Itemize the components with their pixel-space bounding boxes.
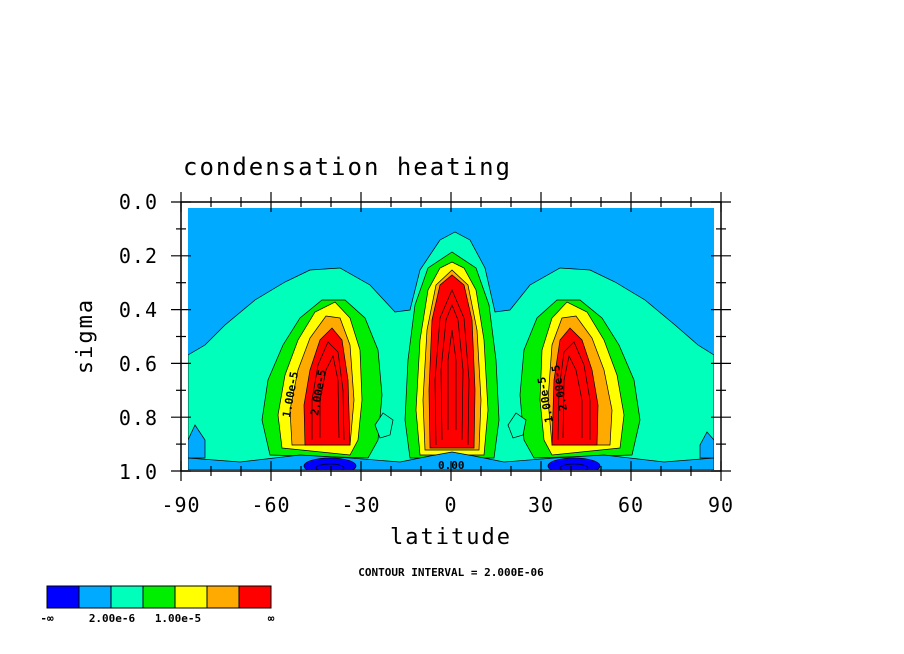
y-tick-label: 0.2 — [119, 244, 158, 268]
island-south — [374, 412, 394, 439]
x-tick-label: -60 — [251, 493, 290, 517]
colorbar-swatch — [206, 585, 240, 609]
island-north — [507, 412, 527, 439]
colorbar-swatch — [46, 585, 80, 609]
y-tick-labels: 0.0 0.2 0.4 0.6 0.8 1.0 — [119, 190, 158, 484]
y-tick-label: 1.0 — [119, 460, 158, 484]
inner-contours — [311, 289, 591, 446]
colorbar — [46, 585, 272, 609]
x-tick-label: 0 — [444, 493, 457, 517]
edge-patch-east — [699, 431, 714, 459]
x-tick-label: 30 — [528, 493, 554, 517]
y-tick-label: 0.8 — [119, 406, 158, 430]
colorbar-label-mid: 1.00e-5 — [155, 612, 201, 625]
colorbar-labels: -∞ 2.00e-6 1.00e-5 ∞ — [40, 612, 274, 625]
colorbar-label-neg-inf: -∞ — [40, 612, 54, 625]
colorbar-swatch — [174, 585, 208, 609]
x-tick-label: -90 — [161, 493, 200, 517]
y-tick-label: 0.6 — [119, 352, 158, 376]
contour-interval-note: CONTOUR INTERVAL = 2.000E-06 — [358, 566, 544, 579]
y-tick-label: 0.4 — [119, 298, 158, 322]
x-tick-label: -30 — [341, 493, 380, 517]
colorbar-label-pos-inf: ∞ — [268, 612, 275, 625]
negative-min-north-inner — [559, 463, 589, 470]
contour-label-group: 1.00e-5 2.00e-5 1.00e-5 2.00e-5 0.00 — [280, 364, 570, 472]
x-axis-label: latitude — [390, 525, 512, 550]
colorbar-swatch — [238, 585, 272, 609]
y-tick-label: 0.0 — [119, 190, 158, 214]
x-tick-label: 60 — [618, 493, 644, 517]
colorbar-swatch — [78, 585, 112, 609]
colorbar-swatch — [142, 585, 176, 609]
negative-min-south-inner — [315, 463, 345, 470]
colorbar-swatch — [110, 585, 144, 609]
y-axis-label: sigma — [73, 298, 98, 374]
x-tick-labels: -90 -60 -30 0 30 60 90 — [161, 493, 734, 517]
axis-ticks — [171, 192, 731, 481]
colorbar-label-low: 2.00e-6 — [89, 612, 136, 625]
x-tick-label: 90 — [708, 493, 734, 517]
chart-title: condensation heating — [183, 153, 512, 181]
band-level-6-equator — [428, 274, 476, 449]
edge-patch-west — [188, 424, 206, 459]
contour-field — [188, 208, 714, 470]
